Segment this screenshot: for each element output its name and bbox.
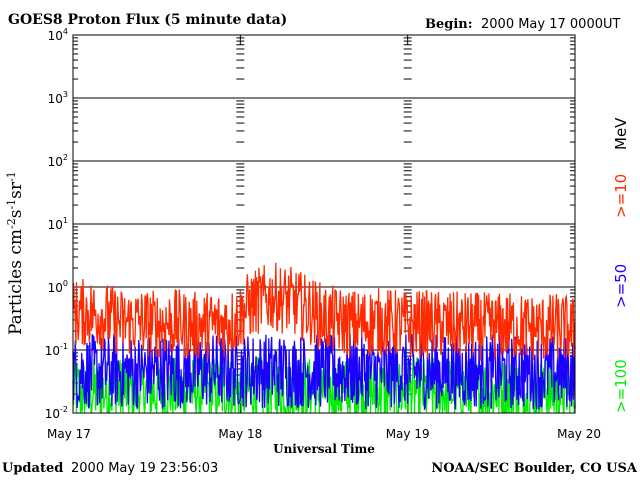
y-tick-labels: 10-2 10-1 100 101 102 103 104 — [45, 27, 68, 421]
x-tick-label: May 17 — [47, 427, 91, 441]
plot-frame — [72, 34, 576, 414]
y-tick-label: 101 — [48, 216, 68, 232]
legend-series-ge50: >=50 — [612, 264, 630, 308]
legend-mev-unit: MeV — [612, 117, 630, 150]
y-tick-label: 102 — [48, 153, 68, 169]
legend-series-ge10: >=10 — [612, 174, 630, 218]
series-line — [72, 262, 576, 361]
x-tick-label: May 18 — [218, 427, 262, 441]
x-tick-label: May 20 — [557, 427, 601, 441]
credit-text: NOAA/SEC Boulder, CO USA — [431, 461, 638, 476]
begin-value: 2000 May 17 0000UT — [481, 17, 620, 32]
y-tick-label: 103 — [48, 90, 68, 106]
y-tick-label: 10-2 — [45, 405, 68, 421]
chart-title: GOES8 Proton Flux (5 minute data) — [8, 12, 287, 28]
x-tick-label: May 19 — [386, 427, 430, 441]
y-tick-label: 10-1 — [45, 342, 68, 358]
y-axis-label: Particles cm-2s-1sr-1 — [5, 171, 26, 335]
y-tick-label: 104 — [48, 27, 68, 43]
series-line — [72, 333, 576, 411]
y-tick-label: 100 — [48, 279, 68, 295]
x-axis-label: Universal Time — [273, 442, 375, 456]
begin-label: Begin: — [425, 17, 473, 32]
updated-value: 2000 May 19 23:56:03 — [71, 461, 218, 476]
grid-layer — [72, 35, 576, 413]
legend-series-ge100: >=100 — [612, 359, 630, 413]
updated-label: Updated — [2, 461, 63, 476]
x-tick-labels: May 17 May 18 May 19 May 20 — [47, 427, 601, 441]
